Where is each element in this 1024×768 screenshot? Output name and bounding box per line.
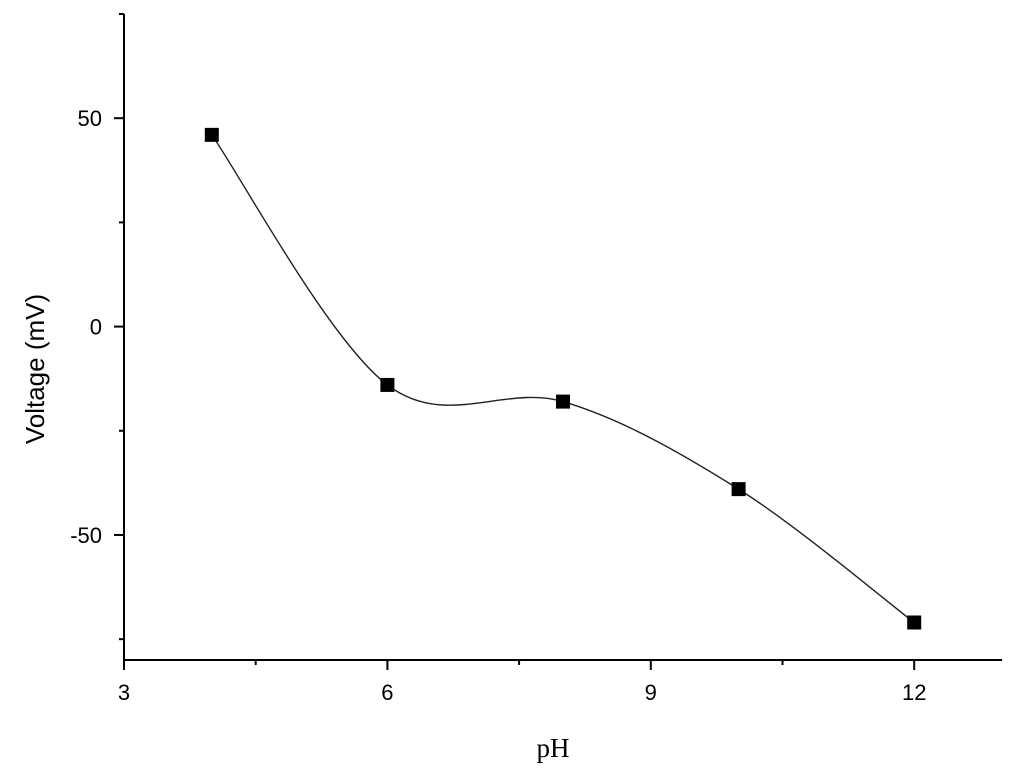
x-tick-label: 6 [381, 680, 393, 705]
data-point [731, 482, 746, 497]
axes [123, 14, 1002, 661]
data-point [380, 377, 395, 392]
data-point [907, 615, 922, 630]
y-tick-label: 50 [78, 106, 102, 131]
x-tick-label: 3 [118, 680, 130, 705]
tick-labels: 3 6 9 12 -50 0 50 [70, 106, 926, 705]
x-axis-title: pH [537, 733, 570, 763]
x-tick-label: 9 [645, 680, 657, 705]
series [204, 127, 922, 630]
ticks [114, 13, 916, 670]
x-tick-label: 12 [902, 680, 926, 705]
y-axis-title: Voltage (mV) [20, 294, 50, 444]
data-point [204, 127, 219, 142]
y-tick-label: 0 [90, 315, 102, 340]
series-line [211, 134, 915, 624]
y-tick-label: -50 [70, 523, 102, 548]
data-point [556, 394, 570, 409]
